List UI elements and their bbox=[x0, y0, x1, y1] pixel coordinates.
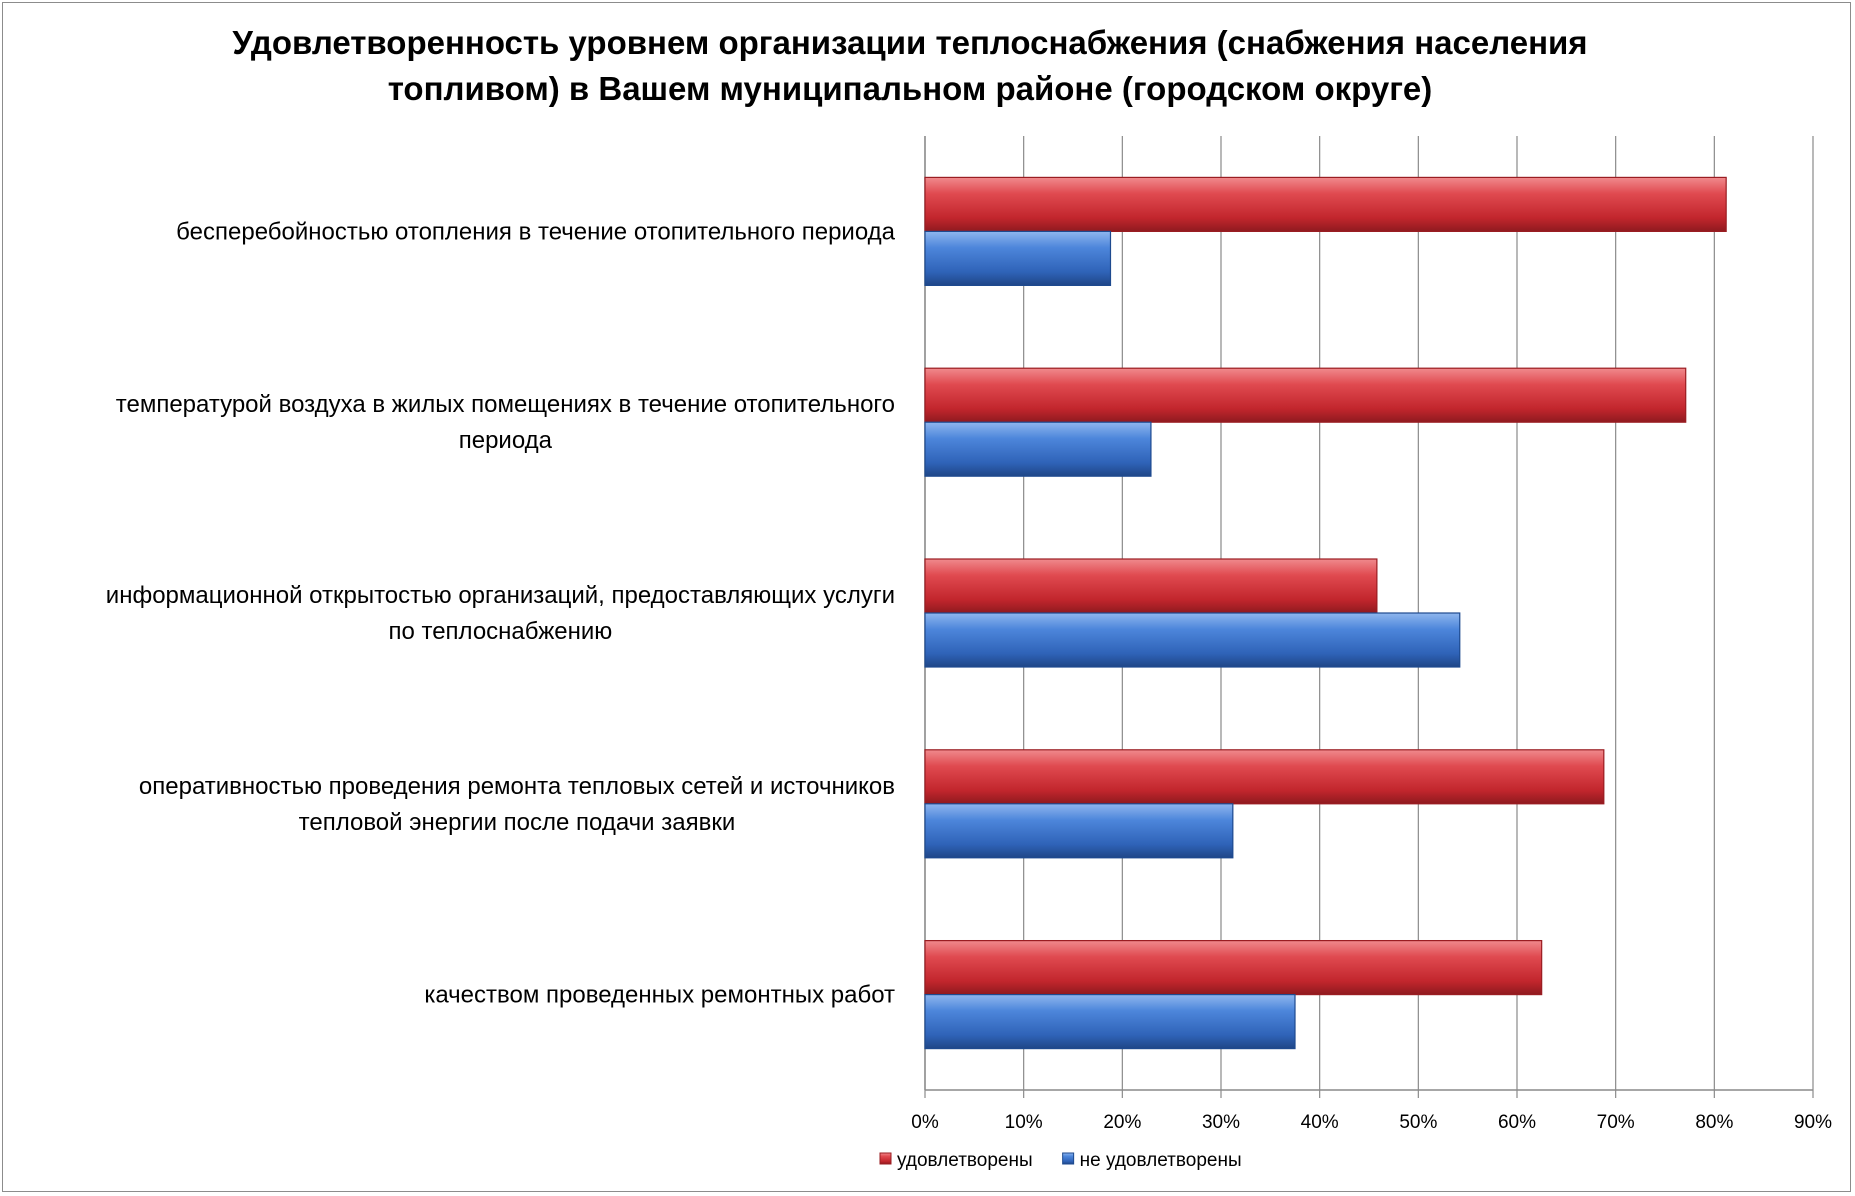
category-label: оперативностью проведения ремонта теплов… bbox=[139, 773, 895, 800]
bar-satisfied bbox=[924, 749, 1605, 805]
legend-swatch bbox=[879, 1152, 892, 1165]
category-label: температурой воздуха в жилых помещениях … bbox=[116, 391, 895, 418]
legend-label: не удовлетворены bbox=[1080, 1150, 1242, 1171]
x-tick-label: 70% bbox=[1597, 1112, 1635, 1133]
legend-swatch bbox=[1062, 1152, 1075, 1165]
category-label: качеством проведенных ремонтных работ bbox=[424, 982, 895, 1009]
category-label: бесперебойностью отопления в течение ото… bbox=[176, 218, 895, 245]
x-tick-label: 40% bbox=[1301, 1112, 1339, 1133]
bar-satisfied bbox=[924, 367, 1687, 423]
bar-satisfied bbox=[924, 176, 1727, 232]
x-tick-label: 60% bbox=[1498, 1112, 1536, 1133]
category-label: информационной открытостью организаций, … bbox=[106, 582, 895, 609]
x-tick-label: 80% bbox=[1695, 1112, 1733, 1133]
bar-not-satisfied bbox=[924, 230, 1112, 286]
legend-label: удовлетворены bbox=[897, 1150, 1033, 1171]
x-tick-label: 0% bbox=[911, 1112, 939, 1133]
category-label: по теплоснабжению bbox=[388, 618, 612, 645]
bar-not-satisfied bbox=[924, 803, 1234, 859]
bar-satisfied bbox=[924, 558, 1378, 614]
chart-title: Удовлетворенность уровнем организации те… bbox=[232, 24, 1588, 107]
x-tick-label: 10% bbox=[1005, 1112, 1043, 1133]
x-tick-label: 20% bbox=[1103, 1112, 1141, 1133]
category-label: тепловой энергии после подачи заявки bbox=[299, 809, 736, 836]
category-label: периода bbox=[459, 427, 553, 454]
bar-not-satisfied bbox=[924, 612, 1461, 668]
x-tick-label: 90% bbox=[1794, 1112, 1832, 1133]
x-tick-label: 50% bbox=[1399, 1112, 1437, 1133]
bar-satisfied bbox=[924, 939, 1543, 996]
x-tick-label: 30% bbox=[1202, 1112, 1240, 1133]
bar-not-satisfied bbox=[924, 993, 1296, 1050]
bar-not-satisfied bbox=[924, 421, 1152, 477]
